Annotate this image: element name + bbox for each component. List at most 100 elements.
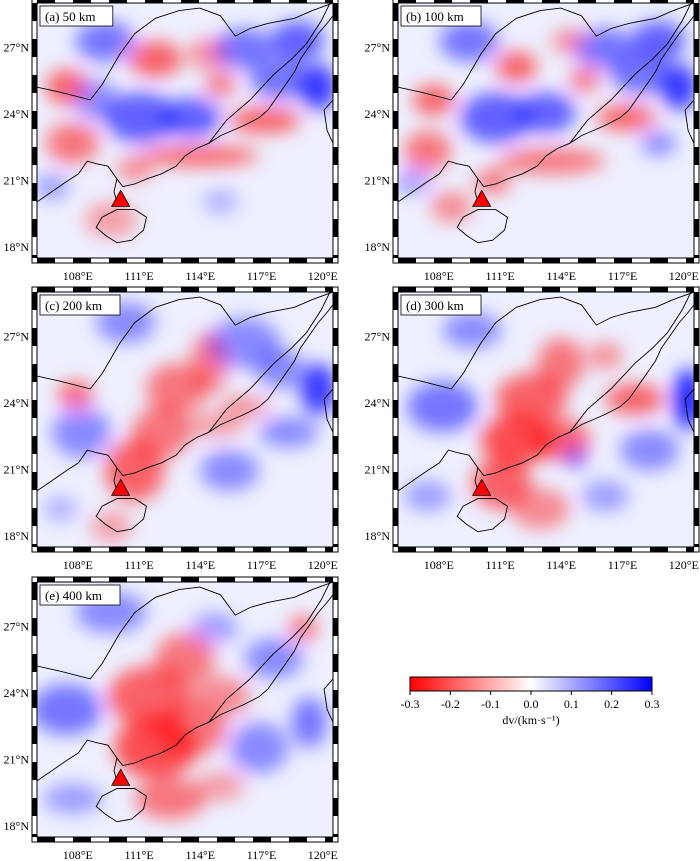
colorbar-tick-label: 0.1 (564, 697, 579, 711)
lat-tick-label: 18°N (4, 240, 30, 254)
anomaly-blob (412, 84, 455, 116)
anomaly-blob (140, 145, 259, 167)
anomaly-blob (430, 191, 472, 223)
lon-tick-label: 111°E (485, 269, 514, 283)
panel-label: (d) 300 km (400, 294, 482, 316)
block-boundary (398, 292, 694, 390)
coastlines (398, 3, 694, 244)
coastline (398, 304, 694, 492)
volcano-marker (111, 478, 131, 496)
anomaly-blob (288, 615, 319, 641)
anomaly-blob (161, 97, 221, 139)
anomaly-blob (596, 105, 656, 131)
lat-tick-label: 21°N (4, 173, 30, 187)
anomaly-blob (199, 450, 259, 491)
lon-tick-label: 117°E (247, 848, 277, 861)
map-frame (392, 286, 700, 553)
anomaly-blob (259, 416, 319, 448)
coastlines (398, 292, 694, 533)
anomaly-blob (563, 447, 588, 468)
lon-tick-label: 120°E (308, 848, 338, 861)
volcano-marker (111, 768, 131, 786)
anomaly-blob (495, 373, 567, 425)
panel-a: (a) 50 km 108°E 111°E 114°E 117°E 120°E 27°N 24… (4, 0, 339, 283)
panel-label: (b) 100 km (400, 5, 482, 27)
anomaly-blob (244, 638, 304, 679)
block-boundary (208, 3, 331, 144)
anomaly-blob (442, 312, 502, 349)
block-boundary (398, 3, 694, 101)
lon-tick-label: 114°E (546, 269, 576, 283)
colorbar: -0.3 -0.2 -0.1 0.0 0.1 0.2 0.3 dv/(km·s⁻¹) (401, 676, 660, 727)
anomaly-blob (291, 696, 328, 748)
taiwan-coastline (323, 99, 333, 144)
block-boundary (37, 3, 333, 101)
anomaly-blob (611, 54, 671, 95)
lon-tick-label: 111°E (124, 848, 153, 861)
volcano-marker (472, 478, 492, 496)
anomaly-blob (587, 343, 623, 369)
lon-tick-label: 108°E (63, 558, 93, 572)
anomaly-blob (495, 51, 538, 83)
anomaly-blob (42, 783, 103, 815)
anomaly-blob (673, 368, 694, 430)
panel-e: (e) 400 km 108°E 111°E 114°E 117°E 120°E 27°N 2… (4, 576, 339, 861)
anomaly-blob (229, 722, 289, 774)
taiwan-coastline (684, 388, 694, 433)
map-frame (392, 0, 700, 264)
lon-tick-label: 120°E (669, 269, 699, 283)
panel-label-text: (d) 300 km (406, 298, 464, 313)
lat-tick-label: 27°N (4, 619, 30, 633)
lon-tick-label: 114°E (546, 558, 576, 572)
lat-tick-label: 24°N (4, 396, 30, 410)
lon-tick-label: 108°E (424, 558, 454, 572)
block-boundary (208, 582, 331, 723)
axis-ticks: 108°E 111°E 114°E 117°E 120°E 27°N 24°N 21°N 18°… (4, 40, 338, 283)
block-boundary (569, 292, 692, 433)
colorbar-tick-label: 0.2 (604, 697, 619, 711)
axis-ticks: 108°E 111°E 114°E 117°E 120°E 27°N 24°N 21°N 18°… (365, 40, 699, 283)
block-boundary (208, 292, 331, 433)
anomaly-blob (403, 480, 452, 512)
anomaly-blob (214, 28, 274, 70)
anomaly-blob (640, 130, 677, 156)
coastline (37, 15, 333, 203)
lon-tick-label: 120°E (308, 269, 338, 283)
anomaly-blob (220, 396, 268, 417)
lat-tick-label: 21°N (4, 462, 30, 476)
lon-tick-label: 120°E (308, 558, 338, 572)
anomaly-blob (575, 28, 635, 70)
anomaly-blob (300, 363, 333, 415)
volcano-marker (472, 189, 492, 207)
anomaly-blob (202, 189, 239, 215)
lon-tick-label: 117°E (608, 269, 638, 283)
axis-ticks: 108°E 111°E 114°E 117°E 120°E 27°N 24°N 21°N 18°… (365, 329, 699, 572)
lon-tick-label: 117°E (247, 558, 277, 572)
lat-tick-label: 18°N (4, 529, 30, 543)
panel-d: (d) 300 km 108°E 111°E 114°E 117°E 120°E 27°N 2… (365, 286, 700, 572)
coastlines (37, 292, 333, 533)
lon-tick-label: 111°E (124, 558, 153, 572)
anomaly-blob (256, 348, 304, 389)
anomaly-blob (631, 20, 686, 62)
lon-tick-label: 114°E (185, 558, 215, 572)
lat-tick-label: 18°N (365, 529, 391, 543)
anomaly-blob (480, 414, 552, 466)
anomaly-blob (474, 168, 511, 195)
colorbar-tick-label: -0.1 (481, 697, 500, 711)
panel-b: (b) 100 km 108°E 111°E 114°E 117°E 120°E 27°N 2… (365, 0, 700, 283)
lat-tick-label: 18°N (365, 240, 391, 254)
taiwan-coastline (323, 388, 333, 433)
anomaly-blob (196, 770, 245, 802)
axis-ticks: 108°E 111°E 114°E 117°E 120°E 27°N 24°N 21°N 18°… (4, 619, 338, 861)
anomaly-blob (190, 676, 251, 718)
anomaly-blob (51, 406, 111, 458)
coastline (398, 15, 694, 203)
lon-tick-label: 117°E (247, 269, 277, 283)
anomaly-blob (620, 429, 680, 471)
anomaly-blob (581, 480, 629, 512)
colorbar-title: dv/(km·s⁻¹) (502, 713, 559, 727)
anomaly-blob (229, 107, 301, 134)
anomaly-blob (498, 148, 606, 174)
